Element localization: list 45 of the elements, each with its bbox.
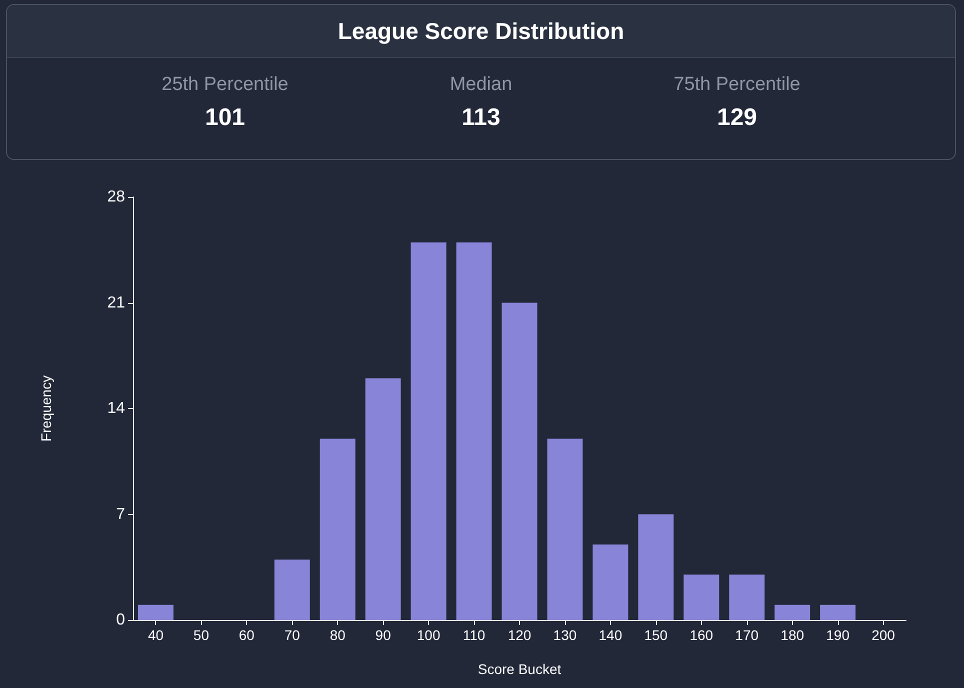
x-tick-label: 80 [330,627,346,643]
y-axis-title: Frequency [38,375,54,442]
x-tick-label: 200 [872,627,896,643]
x-tick-label: 90 [375,627,392,643]
bar [592,544,628,620]
bar [138,604,174,620]
x-tick-label: 50 [193,627,210,643]
text: 113 [460,104,502,132]
x-tick-label: 100 [416,627,440,643]
text: 101 [204,104,246,132]
bar [320,438,356,620]
bar [365,378,401,620]
y-tick-label: 7 [116,506,126,523]
y-tick-label: 21 [107,294,126,312]
text: Median [448,74,514,96]
x-tick-label: 110 [462,627,486,643]
chart-title: League Score Distribution [7,5,955,58]
text: 25th Percentile [160,74,290,96]
bar [638,514,674,620]
x-tick-label: 140 [598,627,622,643]
y-tick-label: 14 [107,400,126,417]
x-tick-label: 120 [508,627,532,643]
bar [820,604,856,620]
x-tick-label: 170 [735,627,759,643]
y-tick-label: 28 [107,188,126,206]
bar [729,574,765,620]
bar [774,604,810,620]
x-tick-label: 130 [553,627,577,643]
x-tick-label: 190 [826,627,850,643]
bar [456,242,492,620]
x-tick-label: 60 [238,627,255,643]
bar [684,574,720,620]
x-tick-label: 150 [644,627,668,643]
y-tick-label: 0 [116,612,126,628]
text: 75th Percentile [672,74,802,96]
text: 129 [716,104,758,132]
x-axis-title: Score Bucket [478,661,562,677]
x-tick-label: 70 [284,627,300,643]
bar [547,438,583,620]
bar [502,302,538,620]
bar [410,242,446,620]
bar [274,560,310,620]
x-tick-label: 180 [780,627,804,643]
x-tick-label: 160 [690,627,714,643]
x-tick-label: 40 [148,627,164,643]
